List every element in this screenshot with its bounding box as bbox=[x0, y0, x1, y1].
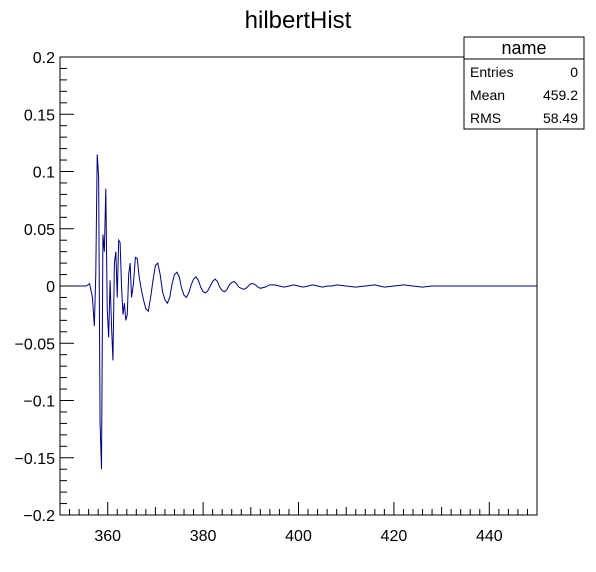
y-axis: 0.2 0.15 0.1 0.05 0 −0.05 −0.1 −0.15 −0.2 bbox=[15, 50, 74, 525]
x-tick-label: 360 bbox=[94, 528, 121, 545]
stats-rms-label: RMS bbox=[470, 110, 501, 126]
y-tick-label: 0.2 bbox=[33, 50, 55, 67]
data-layer bbox=[60, 154, 537, 470]
stats-mean-label: Mean bbox=[470, 87, 505, 103]
chart-title: hilbertHist bbox=[245, 7, 352, 34]
x-axis: 360 380 400 420 440 bbox=[59, 502, 538, 545]
stats-entries-label: Entries bbox=[470, 64, 514, 80]
stats-box: name Entries 0 Mean 459.2 RMS 58.49 bbox=[463, 36, 585, 130]
y-tick-label: 0.05 bbox=[24, 222, 55, 239]
y-tick-label: −0.2 bbox=[23, 508, 55, 525]
series-line-0 bbox=[60, 154, 537, 470]
y-tick-label: −0.05 bbox=[15, 336, 56, 353]
y-tick-label: 0 bbox=[46, 279, 55, 296]
y-tick-label: −0.15 bbox=[15, 451, 56, 468]
stats-entries-value: 0 bbox=[570, 64, 578, 80]
x-tick-label: 400 bbox=[285, 528, 312, 545]
stats-mean-value: 459.2 bbox=[543, 87, 578, 103]
stats-box-frame bbox=[463, 36, 585, 130]
x-tick-label: 420 bbox=[381, 528, 408, 545]
y-tick-label: 0.15 bbox=[24, 107, 55, 124]
y-tick-label: −0.1 bbox=[23, 394, 55, 411]
y-tick-label: 0.1 bbox=[33, 165, 55, 182]
x-tick-label: 380 bbox=[190, 528, 217, 545]
stats-box-title: name bbox=[501, 38, 546, 58]
stats-rms-value: 58.49 bbox=[543, 110, 578, 126]
x-tick-label: 440 bbox=[476, 528, 503, 545]
